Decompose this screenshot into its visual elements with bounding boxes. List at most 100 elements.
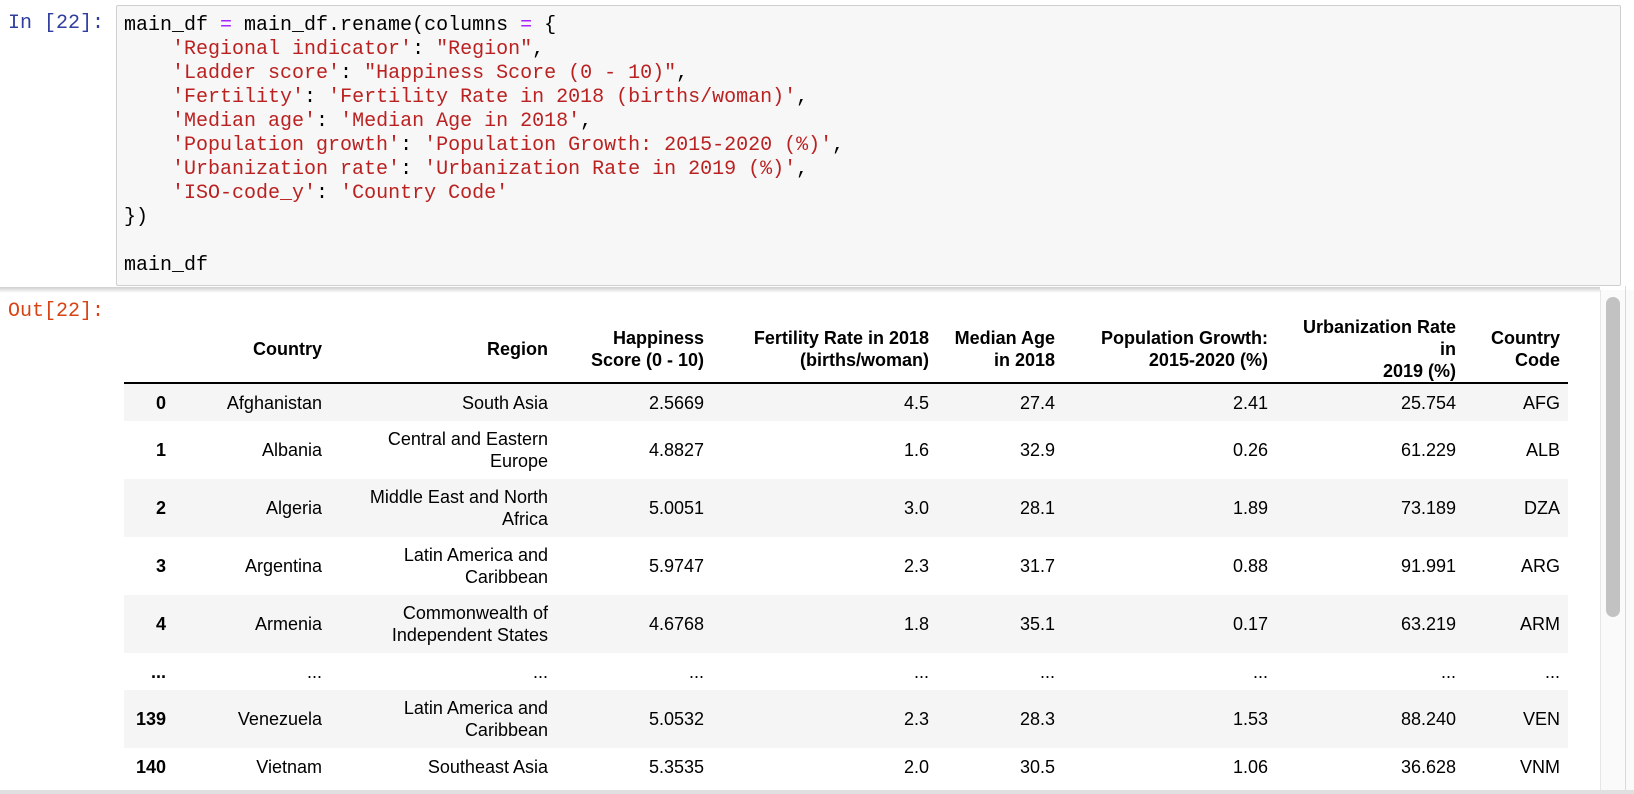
table-cell: Algeria: [265, 498, 322, 518]
table-cell: 32.9: [1019, 440, 1055, 460]
row-index: ...: [150, 661, 166, 682]
code-string: 'Population growth': [172, 134, 401, 157]
row-index: 0: [155, 392, 166, 413]
code-token: [124, 62, 172, 85]
code-string: 'Ladder score': [172, 62, 341, 85]
table-cell: 36.628: [1400, 757, 1456, 777]
code-token: :: [400, 134, 425, 157]
code-string: 'ISO-code_y': [172, 182, 317, 205]
code-token: [124, 38, 172, 61]
table-cell: 0.17: [1232, 614, 1268, 634]
table-cell: 1.53: [1232, 709, 1268, 729]
index-header: [124, 316, 174, 384]
table-cell: Vietnam: [256, 757, 322, 777]
table-cell: 2.3: [903, 556, 929, 576]
table-cell: 31.7: [1019, 556, 1055, 576]
code-token: ,: [796, 86, 809, 109]
scrollbar-thumb[interactable]: [1606, 297, 1620, 617]
code-token: :: [340, 62, 365, 85]
column-header-label: 2019 (%): [1382, 361, 1456, 381]
table-cell: Latin America and Caribbean: [330, 690, 556, 748]
table-cell: Argentina: [244, 556, 322, 576]
code-token: main_df: [124, 254, 209, 277]
table-cell: ...: [1252, 661, 1268, 682]
code-line: [124, 230, 844, 254]
cell-text: ...: [532, 661, 548, 682]
column-header: Fertility Rate in 2018 (births/woman): [712, 316, 937, 384]
table-cell: Armenia: [254, 614, 322, 634]
table-row: 140 Vietnam Southeast Asia 5.3535 2.0 30.5 1.0…: [124, 748, 1568, 786]
code-text[interactable]: main_df = main_df.rename(columns = { 'Re…: [124, 14, 844, 278]
table-cell: ...: [306, 661, 322, 682]
table-cell: Venezuela: [237, 709, 322, 729]
column-header-label: Population Growth:: [1101, 328, 1268, 348]
column-header: Median Age in 2018: [937, 316, 1063, 384]
table-cell: ...: [1544, 661, 1560, 682]
table-cell: 25.754: [1400, 392, 1456, 413]
table-cell: 27.4: [1019, 392, 1055, 413]
table-cell: ALB: [1525, 440, 1560, 460]
table-cell: 5.9747: [648, 556, 704, 576]
table-row: 0 Afghanistan South Asia 2.5669 4.5 27.4 2.41 2…: [124, 383, 1568, 421]
code-string: 'Urbanization Rate in 2019 (%)': [424, 158, 797, 181]
cell-text: Independent States: [391, 625, 548, 645]
table-cell: ...: [1440, 661, 1456, 682]
table-cell: South Asia: [330, 383, 556, 421]
table-row: 4 Armenia Commonwealth of Independent State…: [124, 595, 1568, 653]
code-token: ,: [580, 110, 593, 133]
code-token: :: [412, 38, 437, 61]
code-token: main_df.rename(columns: [232, 14, 521, 37]
table-cell: Albania: [261, 440, 322, 460]
code-editor[interactable]: main_df = main_df.rename(columns = { 'Re…: [116, 5, 1621, 286]
table-cell: 5.3535: [648, 757, 704, 777]
cell-text: Commonwealth of: [402, 603, 548, 623]
column-header: Urbanization Rate in 2019 (%): [1276, 316, 1464, 384]
column-header: Region: [330, 316, 556, 384]
table-cell: Middle East and North Africa: [330, 479, 556, 537]
cell-text: Middle East and North: [369, 487, 548, 507]
table-row: 3 Argentina Latin America and Caribbean 5.97…: [124, 537, 1568, 595]
table-cell: Latin America and Caribbean: [330, 537, 556, 595]
column-header: Country: [174, 316, 330, 384]
column-header-label: Region: [487, 339, 548, 359]
table-cell: 4.6768: [648, 614, 704, 634]
table-cell: ARM: [1520, 614, 1560, 634]
column-header-label: Happiness: [612, 328, 704, 348]
table-cell: ...: [1039, 661, 1055, 682]
output-prompt: Out[22]:: [8, 300, 105, 323]
table-cell: AFG: [1522, 392, 1560, 413]
code-token: ,: [832, 134, 845, 157]
column-header-label: (births/woman): [800, 350, 929, 370]
table-cell: Afghanistan: [226, 392, 322, 413]
table-cell: ...: [913, 661, 929, 682]
table-cell: 1.6: [903, 440, 929, 460]
code-string: 'Population Growth: 2015-2020 (%)': [424, 134, 833, 157]
cell-text: South Asia: [461, 392, 548, 413]
output-area: Country Region Happiness Score (0 - 10) Fert…: [116, 290, 1598, 794]
cell-text: Southeast Asia: [427, 757, 548, 777]
column-header-label: Code: [1515, 350, 1560, 370]
code-token: [124, 110, 172, 133]
dataframe-table: Country Region Happiness Score (0 - 10) Fert…: [124, 316, 1568, 786]
table-cell: VEN: [1522, 709, 1560, 729]
column-header: Population Growth: 2015-2020 (%): [1063, 316, 1276, 384]
table-cell: Central and Eastern Europe: [330, 421, 556, 479]
table-cell: 2.41: [1232, 392, 1268, 413]
table-cell: Southeast Asia: [330, 748, 556, 786]
table-cell: 61.229: [1400, 440, 1456, 460]
code-token: main_df: [124, 14, 221, 37]
column-header-label: Country: [1491, 328, 1560, 348]
code-string: 'Fertility Rate in 2018 (births/woman)': [328, 86, 797, 109]
table-cell: 63.219: [1400, 614, 1456, 634]
code-token: :: [304, 86, 329, 109]
table-cell: 5.0532: [648, 709, 704, 729]
table-cell: 1.06: [1232, 757, 1268, 777]
table-cell: 91.991: [1400, 556, 1456, 576]
code-line: main_df: [124, 254, 844, 278]
table-row: ...........................: [124, 653, 1568, 690]
table-cell: DZA: [1524, 498, 1560, 518]
table-cell: Commonwealth of Independent States: [330, 595, 556, 653]
column-header-label: Urbanization Rate in: [1302, 317, 1456, 359]
code-line: main_df = main_df.rename(columns = {: [124, 14, 844, 38]
code-string: 'Fertility': [172, 86, 305, 109]
